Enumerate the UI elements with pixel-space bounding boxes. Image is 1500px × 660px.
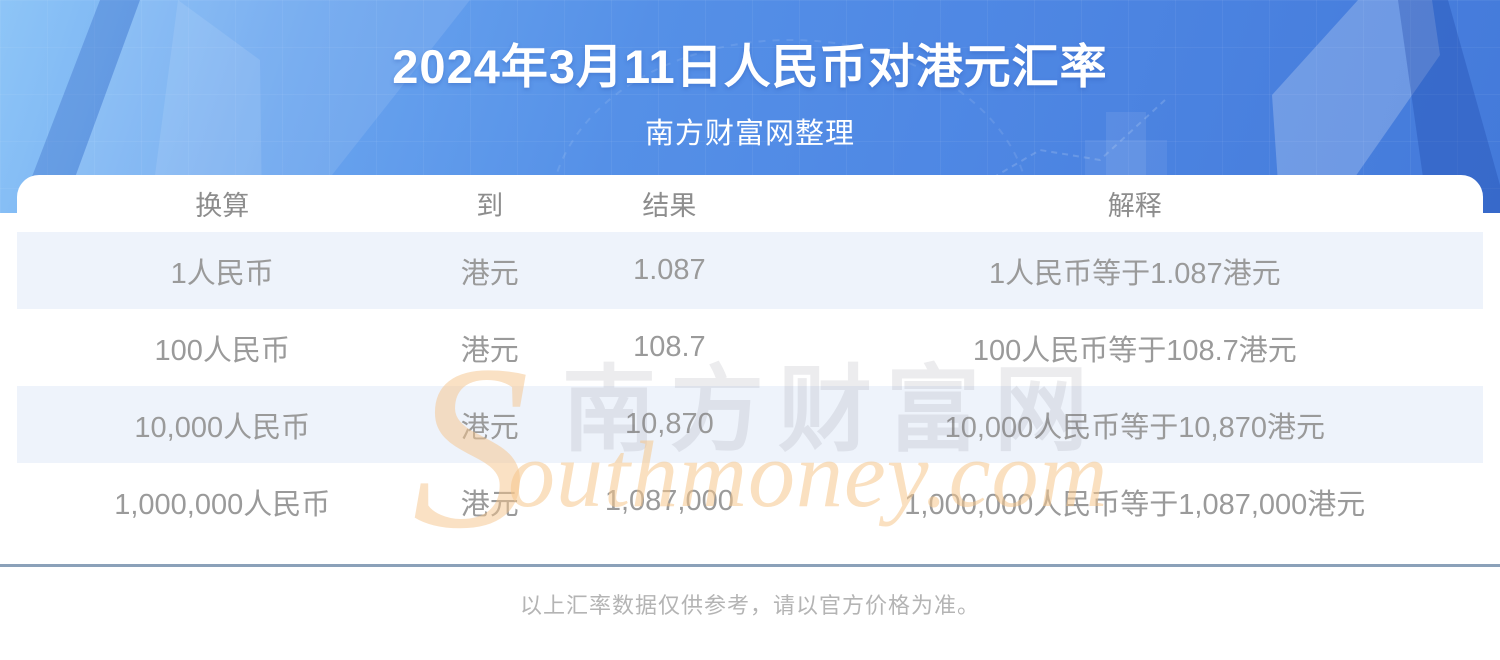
table-row: 1人民币 港元 1.087 1人民币等于1.087港元 (17, 232, 1483, 309)
cell-to: 港元 (460, 411, 519, 444)
cell-from: 100人民币 (154, 334, 290, 367)
page-title: 2024年3月11日人民币对港元汇率 (392, 40, 1108, 93)
table-row: 10,000人民币 港元 10,870 10,000人民币等于10,870港元 (17, 386, 1483, 463)
footer-divider (0, 564, 1500, 567)
table-header-row: 换算 到 结果 解释 (17, 175, 1483, 232)
table-row: 1,000,000人民币 港元 1,087,000 1,000,000人民币等于… (17, 463, 1483, 540)
cell-explain: 1人民币等于1.087港元 (988, 257, 1281, 290)
rates-card: 换算 到 结果 解释 1人民币 港元 1.087 1人民币等于1.087港元 1… (17, 175, 1483, 540)
cell-result: 1.087 (633, 254, 706, 286)
cell-result: 108.7 (633, 331, 706, 363)
cell-explain: 10,000人民币等于10,870港元 (944, 411, 1325, 444)
cell-result: 10,870 (625, 408, 714, 440)
column-header-to: 到 (476, 191, 504, 221)
column-header-explain: 解释 (1107, 191, 1162, 221)
cell-to: 港元 (460, 257, 519, 290)
column-header-convert: 换算 (195, 191, 250, 221)
cell-to: 港元 (460, 488, 519, 521)
disclaimer-text: 以上汇率数据仅供参考，请以官方价格为准。 (519, 593, 980, 618)
column-header-result: 结果 (642, 191, 697, 221)
cell-result: 1,087,000 (604, 485, 734, 517)
cell-explain: 100人民币等于108.7港元 (972, 334, 1297, 367)
cell-from: 1,000,000人民币 (114, 488, 331, 521)
cell-to: 港元 (460, 334, 519, 367)
cell-from: 10,000人民币 (134, 411, 311, 444)
table-row: 100人民币 港元 108.7 100人民币等于108.7港元 (17, 309, 1483, 386)
page-subtitle: 南方财富网整理 (644, 118, 855, 150)
hero-banner: 2024年3月11日人民币对港元汇率 南方财富网整理 (0, 0, 1500, 213)
cell-explain: 1,000,000人民币等于1,087,000港元 (904, 488, 1366, 521)
cell-from: 1人民币 (170, 257, 274, 290)
